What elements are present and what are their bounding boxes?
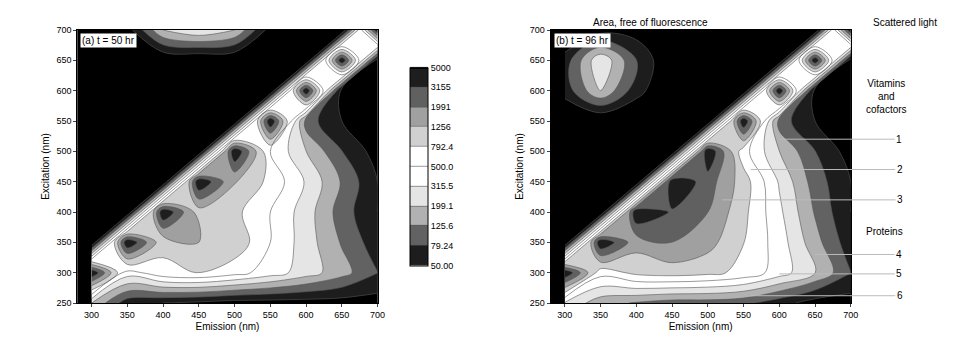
- svg-text:650: 650: [808, 310, 823, 320]
- svg-text:550: 550: [56, 116, 71, 126]
- svg-text:600: 600: [299, 310, 314, 320]
- svg-text:400: 400: [530, 207, 545, 217]
- svg-text:Excitation (nm): Excitation (nm): [514, 133, 525, 200]
- svg-text:550: 550: [263, 310, 278, 320]
- svg-text:2: 2: [897, 164, 903, 175]
- svg-text:350: 350: [593, 310, 608, 320]
- svg-text:5000: 5000: [431, 63, 451, 73]
- svg-text:4: 4: [896, 249, 902, 260]
- svg-text:350: 350: [56, 237, 71, 247]
- svg-text:250: 250: [530, 298, 545, 308]
- svg-text:450: 450: [665, 310, 680, 320]
- svg-text:700: 700: [370, 310, 385, 320]
- svg-text:199.1: 199.1: [431, 201, 454, 211]
- svg-text:Area, free of fluorescence: Area, free of fluorescence: [593, 17, 708, 28]
- svg-text:1991: 1991: [431, 102, 451, 112]
- svg-text:500.0: 500.0: [431, 162, 454, 172]
- svg-text:400: 400: [156, 310, 171, 320]
- svg-text:450: 450: [530, 177, 545, 187]
- svg-text:(a) t = 50 hr: (a) t = 50 hr: [82, 35, 135, 46]
- svg-text:1: 1: [896, 134, 902, 145]
- svg-text:400: 400: [56, 207, 71, 217]
- svg-text:400: 400: [629, 310, 644, 320]
- svg-text:Vitaminsandcofactors: Vitaminsandcofactors: [866, 78, 907, 115]
- svg-text:500: 500: [56, 146, 71, 156]
- svg-text:5: 5: [896, 268, 902, 279]
- svg-text:50.00: 50.00: [431, 261, 454, 271]
- svg-text:600: 600: [56, 86, 71, 96]
- svg-text:300: 300: [557, 310, 572, 320]
- svg-text:315.5: 315.5: [431, 181, 454, 191]
- svg-text:6: 6: [897, 290, 903, 301]
- svg-text:Emission (nm): Emission (nm): [195, 321, 259, 332]
- svg-text:700: 700: [843, 310, 858, 320]
- svg-text:79.24: 79.24: [431, 241, 454, 251]
- svg-text:450: 450: [56, 177, 71, 187]
- svg-text:700: 700: [56, 25, 71, 35]
- svg-text:250: 250: [56, 298, 71, 308]
- svg-text:500: 500: [530, 146, 545, 156]
- svg-text:500: 500: [227, 310, 242, 320]
- svg-text:500: 500: [700, 310, 715, 320]
- svg-text:792.4: 792.4: [431, 142, 454, 152]
- svg-text:550: 550: [736, 310, 751, 320]
- svg-text:(b) t = 96 hr: (b) t = 96 hr: [556, 35, 609, 46]
- svg-text:125.6: 125.6: [431, 221, 454, 231]
- svg-text:700: 700: [530, 25, 545, 35]
- svg-text:Excitation (nm): Excitation (nm): [40, 133, 51, 200]
- svg-text:1256: 1256: [431, 122, 451, 132]
- svg-text:300: 300: [530, 268, 545, 278]
- svg-text:Emission (nm): Emission (nm): [669, 321, 733, 332]
- svg-text:350: 350: [530, 237, 545, 247]
- svg-text:300: 300: [56, 268, 71, 278]
- svg-text:550: 550: [530, 116, 545, 126]
- svg-text:350: 350: [120, 310, 135, 320]
- svg-text:Scattered light: Scattered light: [873, 17, 937, 28]
- svg-text:450: 450: [191, 310, 206, 320]
- svg-text:650: 650: [530, 55, 545, 65]
- svg-text:650: 650: [56, 55, 71, 65]
- svg-text:600: 600: [772, 310, 787, 320]
- svg-text:300: 300: [84, 310, 99, 320]
- svg-text:650: 650: [334, 310, 349, 320]
- svg-text:Proteins: Proteins: [866, 226, 903, 237]
- svg-text:600: 600: [530, 86, 545, 96]
- svg-text:3: 3: [897, 194, 903, 205]
- svg-text:3155: 3155: [431, 82, 451, 92]
